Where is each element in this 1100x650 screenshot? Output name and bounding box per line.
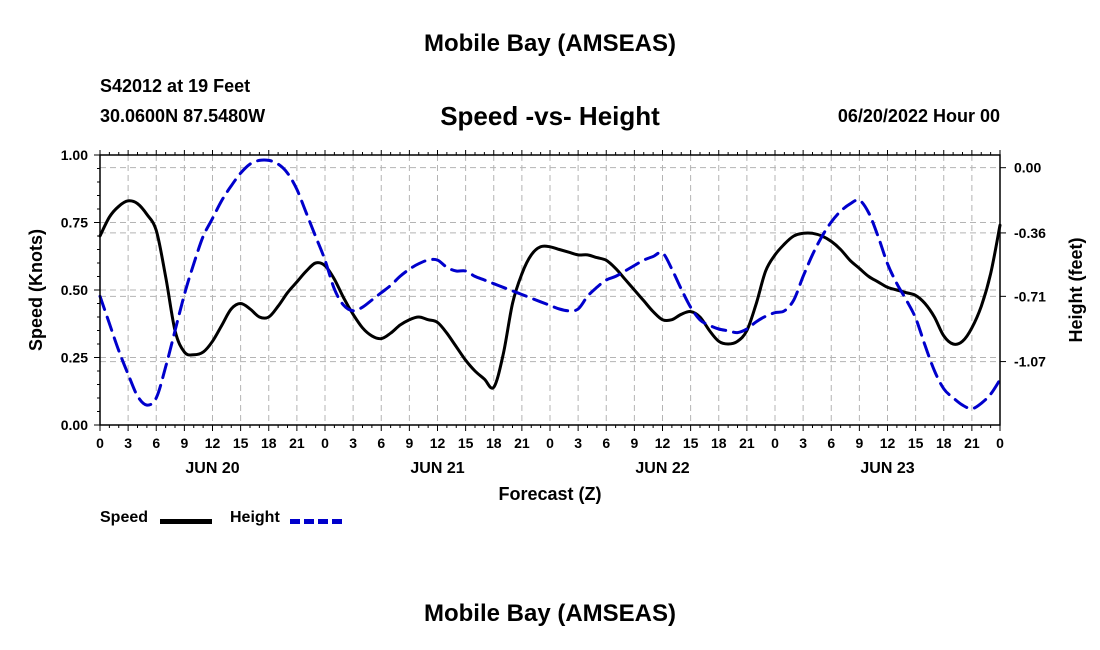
y-left-tick-label: 0.25 (61, 350, 88, 366)
x-tick-label: 12 (655, 435, 671, 451)
y-left-tick-label: 0.50 (61, 282, 88, 298)
x-tick-label: 21 (289, 435, 305, 451)
run-time: 06/20/2022 Hour 00 (837, 106, 1000, 126)
legend-speed-label: Speed (100, 509, 149, 526)
x-tick-label: 9 (630, 435, 638, 451)
x-tick-label: 3 (124, 435, 132, 451)
y-right-axis-label: Height (feet) (1066, 238, 1086, 343)
x-tick-label: 0 (96, 435, 104, 451)
x-tick-label: 3 (574, 435, 582, 451)
x-date-label: JUN 21 (410, 460, 464, 477)
x-tick-label: 6 (827, 435, 835, 451)
x-tick-label: 12 (430, 435, 446, 451)
x-tick-label: 15 (458, 435, 474, 451)
legend-height-label: Height (230, 509, 280, 526)
series-line-height (98, 158, 1002, 411)
series-layer (98, 158, 1002, 411)
x-tick-label: 0 (321, 435, 329, 451)
x-tick-label: 18 (486, 435, 502, 451)
legend-speed-swatch (160, 519, 212, 524)
x-tick-label: 18 (261, 435, 277, 451)
page-title: Mobile Bay (AMSEAS) (423, 30, 677, 57)
series-line-speed (98, 199, 1002, 390)
chart-title: Speed -vs- Height (440, 101, 660, 131)
bottom-title: Mobile Bay (AMSEAS) (423, 600, 677, 627)
x-tick-label: 21 (739, 435, 755, 451)
x-tick-label: 12 (880, 435, 896, 451)
x-tick-label: 0 (546, 435, 554, 451)
x-tick-label: 9 (405, 435, 413, 451)
axes: 0 3 6 9 12 15 18 21 0 3 6 9 12 15 18 21 0 3 6 9 12 15 18 21 0 3 6 9… (26, 147, 1086, 504)
y-right-tick-label: -0.36 (1014, 225, 1046, 241)
x-tick-label: 9 (180, 435, 188, 451)
x-date-label: JUN 23 (860, 460, 914, 477)
x-tick-label: 3 (799, 435, 807, 451)
y-left-tick-label: 1.00 (61, 147, 88, 163)
y-left-tick-label: 0.75 (61, 215, 88, 231)
x-tick-label: 9 (855, 435, 863, 451)
x-tick-label: 3 (349, 435, 357, 451)
station-coords: 30.0600N 87.5480W (100, 106, 266, 126)
x-tick-label: 18 (711, 435, 727, 451)
x-date-label: JUN 22 (635, 460, 689, 477)
x-tick-label: 6 (602, 435, 610, 451)
y-right-tick-label: -1.07 (1014, 354, 1046, 370)
x-tick-label: 6 (152, 435, 160, 451)
x-date-label: JUN 20 (185, 460, 239, 477)
x-tick-label: 21 (514, 435, 530, 451)
x-axis-label: Forecast (Z) (498, 484, 601, 504)
x-tick-label: 0 (996, 435, 1004, 451)
y-right-tick-label: 0.00 (1014, 160, 1041, 176)
y-left-axis-label: Speed (Knots) (26, 229, 46, 351)
legend-height-swatch (290, 519, 342, 524)
grid (100, 155, 1000, 425)
station-label: S42012 at 19 Feet (100, 76, 251, 96)
speed-vs-height-chart: 0 3 6 9 12 15 18 21 0 3 6 9 12 15 18 21 0 3 6 9 12 15 18 21 0 3 6 9… (26, 147, 1086, 504)
x-tick-label: 15 (908, 435, 924, 451)
x-tick-label: 15 (683, 435, 699, 451)
x-tick-label: 18 (936, 435, 952, 451)
x-tick-label: 21 (964, 435, 980, 451)
x-tick-label: 6 (377, 435, 385, 451)
x-tick-label: 12 (205, 435, 221, 451)
y-right-tick-label: -0.71 (1014, 288, 1046, 304)
x-tick-label: 15 (233, 435, 249, 451)
y-left-tick-label: 0.00 (61, 417, 88, 433)
x-tick-label: 0 (771, 435, 779, 451)
